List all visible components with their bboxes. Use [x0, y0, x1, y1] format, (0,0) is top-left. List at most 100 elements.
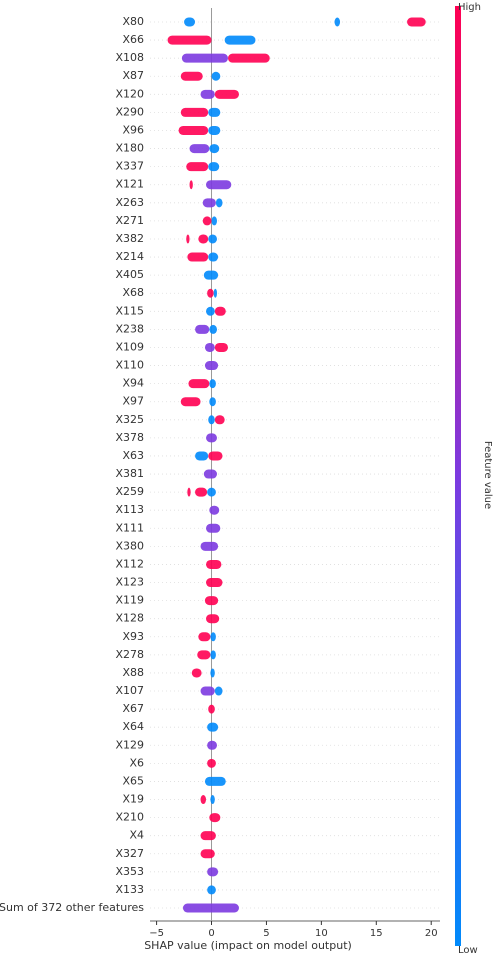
swarm-cluster [203, 469, 218, 479]
feature-label: X111 [115, 521, 144, 534]
swarm-cluster [210, 650, 216, 660]
swarm-cluster [187, 252, 209, 262]
swarm-cluster [207, 867, 219, 877]
colorbar [455, 6, 461, 946]
swarm-cluster [208, 125, 221, 135]
x-tick-label: 10 [315, 928, 328, 939]
swarm-cluster [207, 487, 216, 497]
swarm-cluster [198, 632, 211, 642]
feature-label: X6 [129, 756, 144, 769]
swarm-cluster [407, 17, 426, 27]
feature-label: X382 [115, 232, 144, 245]
feature-label: X123 [115, 576, 144, 589]
swarm-cluster [208, 415, 215, 425]
feature-label: X133 [115, 883, 144, 896]
swarm-cluster [180, 71, 203, 81]
swarm-cluster [207, 288, 214, 298]
feature-label: X381 [115, 467, 144, 480]
swarm-cluster [189, 180, 193, 190]
feature-label: X119 [115, 594, 144, 607]
x-tick-label: −5 [149, 928, 164, 939]
swarm-cluster [182, 903, 239, 913]
feature-label: X107 [115, 684, 144, 697]
swarm-cluster [204, 342, 215, 352]
x-tick-label: 15 [370, 928, 383, 939]
swarm-cluster [210, 795, 215, 805]
swarm-cluster [209, 505, 220, 515]
swarm-cluster [202, 216, 212, 226]
swarm-cluster [178, 125, 209, 135]
swarm-cluster [189, 144, 210, 154]
swarm-cluster [188, 379, 210, 389]
swarm-cluster [208, 162, 220, 172]
swarm-cluster [210, 632, 216, 642]
feature-label: X64 [122, 720, 144, 733]
swarm-cluster [208, 451, 223, 461]
feature-label: X120 [115, 87, 144, 100]
feature-label: X113 [115, 503, 144, 516]
feature-label: X80 [122, 15, 144, 28]
feature-label: X325 [115, 413, 144, 426]
swarm-cluster [208, 107, 221, 117]
feature-label: X263 [115, 196, 144, 209]
feature-label: X327 [115, 847, 144, 860]
feature-label: X97 [122, 395, 144, 408]
swarm-cluster [187, 487, 191, 497]
swarm-cluster [209, 144, 220, 154]
swarm-cluster [197, 650, 211, 660]
feature-label: X67 [122, 702, 144, 715]
feature-label: X380 [115, 539, 144, 552]
feature-label: X121 [115, 178, 144, 191]
feature-label: X88 [122, 666, 144, 679]
swarm-cluster [207, 758, 216, 768]
feature-label: Sum of 372 other features [0, 901, 144, 914]
swarm-cluster [209, 813, 221, 823]
feature-label: X93 [122, 630, 144, 643]
x-tick-label: 5 [263, 928, 269, 939]
swarm-cluster [227, 53, 270, 63]
swarm-cluster [200, 849, 215, 859]
swarm-cluster [204, 776, 226, 786]
swarm-cluster [203, 270, 219, 280]
swarm-cluster [200, 89, 215, 99]
swarm-cluster [211, 71, 221, 81]
feature-label: X65 [122, 774, 144, 787]
swarm-cluster [208, 252, 219, 262]
feature-label: X238 [115, 322, 144, 335]
feature-label: X109 [115, 340, 144, 353]
feature-label: X353 [115, 865, 144, 878]
feature-label: X128 [115, 612, 144, 625]
feature-label: X87 [122, 69, 144, 82]
swarm-cluster [206, 523, 221, 533]
swarm-cluster [191, 668, 202, 678]
swarm-cluster [198, 234, 209, 244]
swarm-cluster [214, 415, 225, 425]
swarm-cluster [215, 198, 223, 208]
feature-label: X94 [122, 377, 144, 390]
swarm-cluster [214, 89, 239, 99]
feature-label: X271 [115, 214, 144, 227]
swarm-cluster [195, 451, 209, 461]
swarm-cluster [200, 686, 215, 696]
feature-label: X210 [115, 811, 144, 824]
swarm-cluster [208, 704, 215, 714]
swarm-cluster [180, 397, 201, 407]
swarm-cluster [195, 324, 210, 334]
feature-label: X96 [122, 123, 144, 136]
feature-label: X4 [129, 829, 144, 842]
swarm-cluster [200, 831, 216, 841]
swarm-cluster [204, 361, 219, 371]
swarm-cluster [206, 559, 222, 569]
x-axis-label: SHAP value (impact on model output) [144, 939, 352, 952]
swarm-cluster [181, 53, 228, 63]
feature-label: X108 [115, 51, 144, 64]
colorbar-low: Low [458, 945, 478, 955]
swarm-cluster [209, 379, 216, 389]
swarm-cluster [204, 596, 219, 606]
swarm-cluster [214, 342, 228, 352]
colorbar-label: Feature value [482, 441, 493, 509]
swarm-cluster [214, 306, 226, 316]
swarm-cluster [207, 722, 219, 732]
feature-label: X19 [122, 793, 144, 806]
